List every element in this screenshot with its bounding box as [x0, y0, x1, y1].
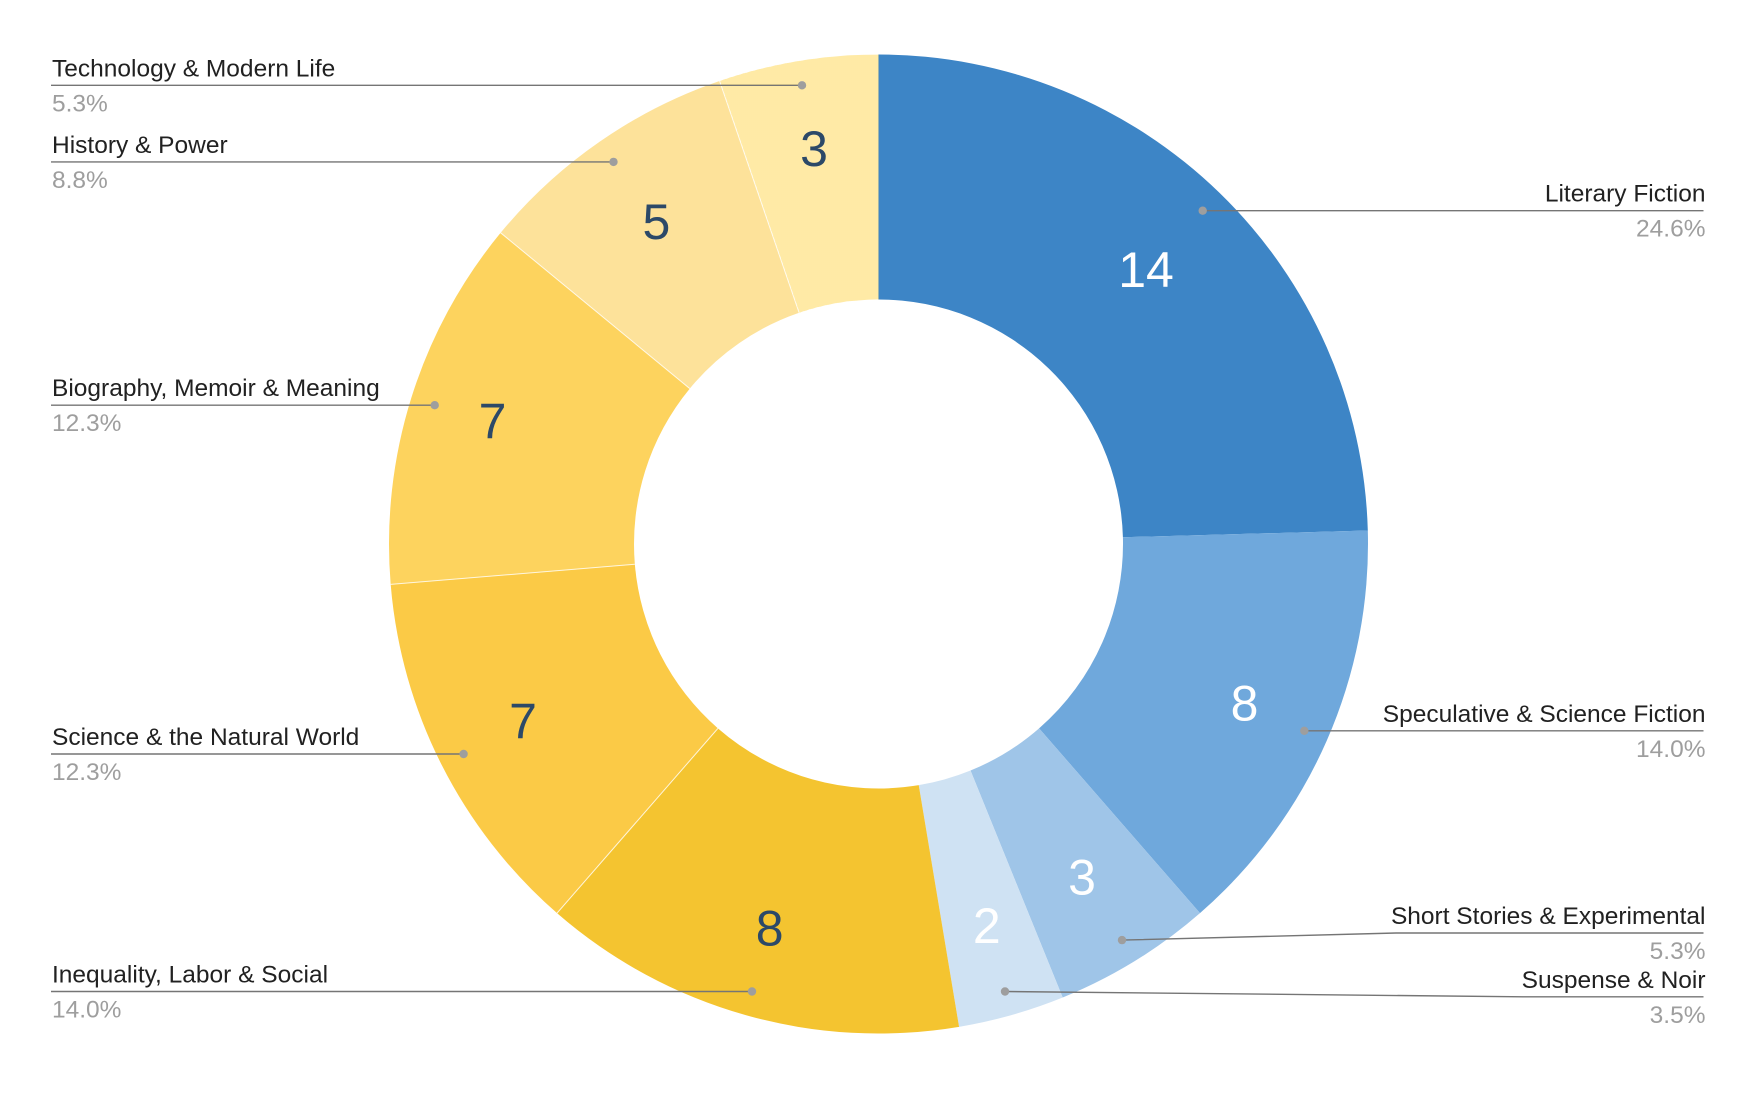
- svg-text:Speculative & Science Fiction: Speculative & Science Fiction: [1383, 701, 1706, 728]
- svg-text:Suspense & Noir: Suspense & Noir: [1522, 967, 1706, 994]
- svg-text:8.8%: 8.8%: [52, 167, 108, 194]
- svg-text:5.3%: 5.3%: [52, 90, 108, 117]
- svg-text:14.0%: 14.0%: [52, 997, 121, 1024]
- svg-text:8: 8: [756, 901, 784, 957]
- svg-text:24.6%: 24.6%: [1636, 216, 1705, 243]
- svg-text:Science & the Natural World: Science & the Natural World: [52, 724, 359, 751]
- svg-text:5.3%: 5.3%: [1650, 938, 1706, 965]
- svg-text:7: 7: [479, 394, 507, 450]
- svg-text:14: 14: [1118, 242, 1174, 298]
- svg-text:History & Power: History & Power: [52, 132, 228, 159]
- svg-text:12.3%: 12.3%: [52, 410, 121, 437]
- svg-text:7: 7: [509, 693, 537, 749]
- svg-text:Biography, Memoir & Meaning: Biography, Memoir & Meaning: [52, 375, 380, 402]
- svg-text:Short Stories & Experimental: Short Stories & Experimental: [1391, 903, 1706, 930]
- svg-text:Literary Fiction: Literary Fiction: [1545, 181, 1706, 208]
- svg-text:14.0%: 14.0%: [1636, 736, 1705, 763]
- svg-text:Technology & Modern Life: Technology & Modern Life: [52, 55, 335, 82]
- svg-text:3: 3: [1068, 849, 1096, 905]
- svg-text:8: 8: [1231, 676, 1259, 732]
- svg-text:3: 3: [800, 121, 828, 177]
- svg-text:2: 2: [973, 898, 1001, 954]
- svg-text:12.3%: 12.3%: [52, 759, 121, 786]
- svg-text:5: 5: [642, 194, 670, 250]
- svg-text:Inequality, Labor & Social: Inequality, Labor & Social: [52, 962, 328, 989]
- svg-text:3.5%: 3.5%: [1650, 1002, 1706, 1029]
